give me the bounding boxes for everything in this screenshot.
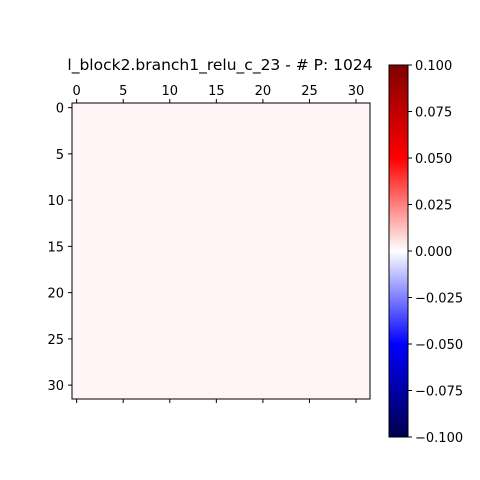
x-tick-label: 0	[73, 84, 81, 99]
colorbar-tick-label: 0.100	[415, 59, 452, 74]
y-tick-label: 10	[47, 194, 64, 209]
colorbar-gradient	[389, 65, 408, 437]
y-tick-label: 0	[56, 102, 64, 117]
y-tick-label: 20	[47, 287, 64, 302]
heatmap-cells	[72, 103, 370, 399]
heatmap-frame	[71, 102, 371, 400]
colorbar-tick-label: −0.025	[415, 292, 463, 307]
colorbar-tick-label: −0.050	[415, 338, 463, 353]
x-axis-top-ticks: 0 5 10 15 20 25 30	[73, 84, 365, 103]
colorbar-ticks: 0.100 0.075 0.050 0.025 0.000 −0.025 −0.050 −0.…	[408, 59, 463, 446]
x-tick-label: 20	[255, 84, 272, 99]
chart-title: l_block2.branch1_relu_c_23 - # P: 1024	[67, 56, 372, 75]
y-tick-label: 5	[56, 148, 64, 163]
colorbar-tick-label: −0.100	[415, 431, 463, 446]
y-tick-label: 25	[47, 333, 64, 348]
colorbar-tick-label: 0.075	[415, 106, 452, 121]
y-tick-label: 15	[47, 240, 64, 255]
x-tick-label: 5	[119, 84, 127, 99]
y-axis-ticks: 0 5 10 15 20 25 30	[47, 102, 72, 394]
y-tick-label: 30	[47, 379, 64, 394]
heatmap-area	[71, 102, 371, 400]
x-tick-label: 15	[208, 84, 225, 99]
x-tick-label: 30	[348, 84, 365, 99]
colorbar-tick-label: −0.075	[415, 385, 463, 400]
x-axis-bottom-ticks	[76, 399, 357, 403]
x-tick-label: 10	[162, 84, 179, 99]
colorbar-tick-label: 0.000	[415, 245, 452, 260]
colorbar-tick-label: 0.025	[415, 199, 452, 214]
colorbar-tick-label: 0.050	[415, 152, 452, 167]
x-tick-label: 25	[301, 84, 318, 99]
colorbar: 0.100 0.075 0.050 0.025 0.000 −0.025 −0.050 −0.…	[388, 59, 463, 446]
